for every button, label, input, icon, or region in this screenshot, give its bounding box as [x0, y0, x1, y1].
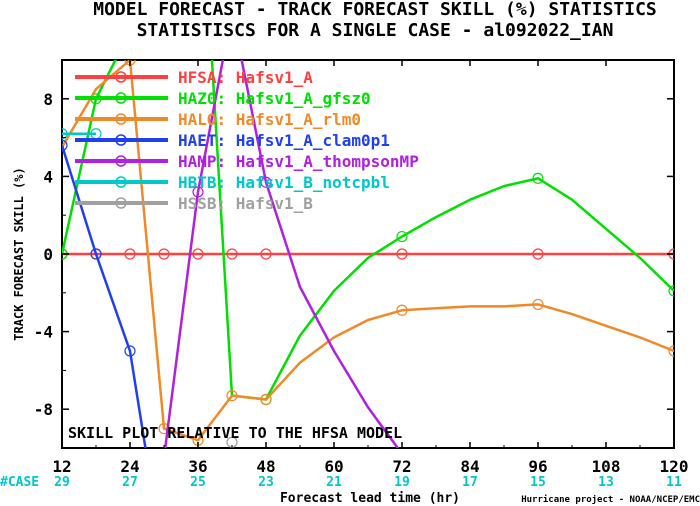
case-label: #CASE	[0, 475, 39, 490]
series-1	[62, 248, 674, 260]
x-tick-label: 60	[324, 457, 343, 476]
x-tick-label: 96	[528, 457, 547, 476]
series-point	[192, 186, 204, 198]
legend-entry: HFSA: Hafsv1_A	[75, 68, 313, 87]
case-count: 17	[462, 475, 478, 490]
y-tick-label: 8	[43, 90, 53, 109]
legend-marker	[115, 113, 127, 125]
series-layer	[62, 60, 674, 448]
series-point	[158, 423, 170, 435]
chart-subtitle: STATISTISCS FOR A SINGLE CASE - al092022…	[137, 20, 614, 41]
legend-label: HALO: Hafsv1_A_rlm0	[178, 110, 361, 129]
case-count: 13	[598, 475, 614, 490]
series-line	[62, 60, 674, 401]
series-point	[396, 304, 408, 316]
case-count: 29	[54, 475, 70, 490]
x-tick-label: 108	[592, 457, 621, 476]
series-point	[260, 176, 272, 188]
series-point	[62, 139, 68, 151]
series-point	[668, 345, 674, 357]
case-count: 23	[258, 475, 274, 490]
series-point	[260, 248, 272, 260]
y-tick-label: -4	[34, 323, 53, 342]
series-point	[532, 298, 544, 311]
case-counts: 29 27 25 23 21 19 17 15 13 11	[54, 475, 682, 490]
case-count: 21	[326, 475, 342, 490]
legend-marker	[115, 134, 127, 146]
series-point	[396, 230, 408, 243]
legend-label: HAMP: Hafsv1_A_thompsonMP	[178, 152, 419, 171]
legend-label: HAET: Hafsv1_A_clam0p1	[178, 131, 390, 150]
series-point	[90, 248, 102, 260]
series-point	[532, 248, 544, 260]
skill-annotation: SKILL PLOT RELATIVE TO THE HFSA MODEL	[68, 424, 402, 442]
x-axis-label: Forecast lead time (hr)	[280, 491, 460, 506]
x-tick-label: 48	[256, 457, 275, 476]
series-point	[158, 248, 170, 260]
legend-label: HFSA: Hafsv1_A	[178, 68, 313, 87]
series-point	[396, 248, 408, 260]
series-point	[226, 248, 238, 260]
legend-marker	[115, 155, 127, 167]
legend-marker	[115, 71, 127, 83]
y-tick-label: -8	[34, 400, 53, 419]
series-3	[62, 60, 674, 446]
case-count: 11	[666, 475, 682, 490]
credit-text: Hurricane project - NOAA/NCEP/EMC	[521, 494, 700, 505]
series-point	[124, 248, 136, 260]
case-count: 25	[190, 475, 206, 490]
case-count: 15	[530, 475, 546, 490]
y-tick-label: 4	[43, 167, 53, 186]
x-tick-label: 12	[52, 457, 71, 476]
legend-marker	[115, 92, 127, 104]
legend-label: HSSB: Hafsv1_B	[178, 194, 313, 213]
series-line	[62, 60, 674, 442]
series-point	[260, 393, 272, 406]
legend-entry: HBTB: Hafsv1_B_notcpbl	[75, 173, 390, 192]
legend-marker	[115, 197, 127, 209]
series-line	[163, 60, 400, 448]
x-tick-label: 84	[460, 457, 479, 476]
legend-label: HBTB: Hafsv1_B_notcpbl	[178, 173, 390, 192]
legend-entry: HAMP: Hafsv1_A_thompsonMP	[75, 152, 419, 171]
x-tick-label: 24	[120, 457, 139, 476]
legend-entry: HAZ0: Hafsv1_A_gfsz0	[75, 89, 371, 108]
series-point	[124, 345, 136, 357]
x-tick-label: 72	[392, 457, 411, 476]
series-line	[62, 145, 147, 448]
legend-label: HAZ0: Hafsv1_A_gfsz0	[178, 89, 371, 108]
legend-entry: HSSB: Hafsv1_B	[75, 194, 313, 213]
series-4	[62, 139, 147, 448]
case-count: 19	[394, 475, 410, 490]
legend: HFSA: Hafsv1_A HAZ0: Hafsv1_A_gfsz0 HALO: …	[75, 68, 419, 213]
y-axis-ticks: -8 -4 0 4 8	[34, 59, 674, 449]
y-axis-label: TRACK FORECAST SKILL (%)	[12, 167, 26, 340]
case-count: 27	[122, 475, 138, 490]
legend-entry: HAET: Hafsv1_A_clam0p1	[75, 131, 390, 150]
x-tick-label: 36	[188, 457, 207, 476]
x-axis-ticks: 12 24 36 48 60 72 84 96 108 120	[52, 60, 688, 476]
legend-marker	[115, 176, 127, 188]
x-tick-label: 120	[660, 457, 689, 476]
series-5	[163, 60, 400, 448]
chart-title: MODEL FORECAST - TRACK FORECAST SKILL (%…	[93, 0, 657, 20]
series-point	[192, 248, 204, 260]
series-point	[532, 172, 544, 184]
legend-entry: HALO: Hafsv1_A_rlm0	[75, 110, 361, 129]
series-point	[226, 390, 238, 402]
series-point	[62, 128, 68, 140]
y-tick-label: 0	[43, 245, 53, 264]
series-point	[668, 285, 674, 297]
